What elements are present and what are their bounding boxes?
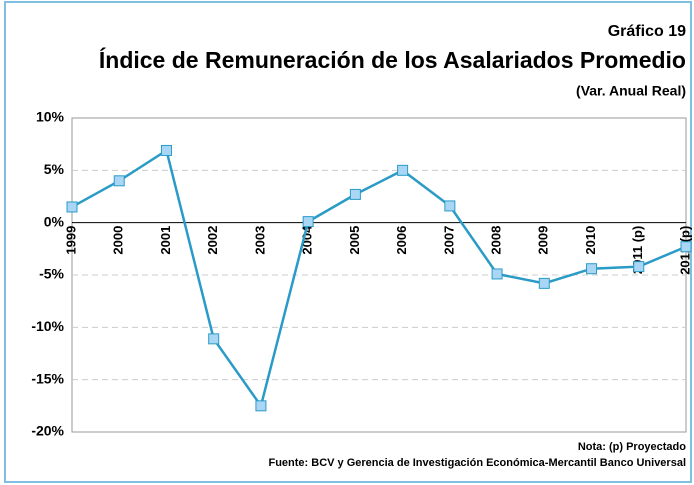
chart-subtitle: (Var. Anual Real) <box>576 83 686 99</box>
line <box>71 148 687 409</box>
x-tick-label: 2002 <box>205 226 220 255</box>
x-tick-label: 2010 <box>583 226 598 255</box>
y-tick-label: -15% <box>31 370 64 386</box>
note: Nota: (p) Proyectado <box>578 441 686 453</box>
marker <box>397 164 409 176</box>
y-tick-label: 10% <box>36 109 65 125</box>
chart-title: Índice de Remuneración de los Asalariado… <box>99 46 686 73</box>
marker <box>302 216 314 228</box>
x-tick-label: 2009 <box>536 226 551 255</box>
y-tick-label: -5% <box>39 266 64 282</box>
x-tick-label: 2004 <box>300 225 315 255</box>
marker <box>113 175 125 187</box>
y-tick-label: -10% <box>31 318 64 334</box>
x-tick-label: 2005 <box>347 226 362 255</box>
marker <box>66 201 78 213</box>
x-tick-label: 2003 <box>252 226 267 255</box>
marker <box>586 263 598 275</box>
marker <box>255 400 267 412</box>
y-tick-label: -20% <box>31 423 64 439</box>
x-tick-label: 2008 <box>489 226 504 255</box>
x-tick-label: 1999 <box>63 226 78 255</box>
x-tick-label: 2001 <box>158 226 173 255</box>
marker <box>160 144 172 156</box>
y-tick-label: 5% <box>44 161 65 177</box>
chart-label: Gráfico 19 <box>608 23 686 40</box>
marker <box>491 268 503 280</box>
marker <box>680 241 692 253</box>
marker <box>633 261 645 273</box>
x-tick-label: 2000 <box>111 226 126 255</box>
marker <box>208 333 220 345</box>
source: Fuente: BCV y Gerencia de Investigación … <box>268 457 686 469</box>
marker <box>444 200 456 212</box>
marker <box>349 188 361 200</box>
marker <box>538 277 550 289</box>
y-tick-label: 0% <box>44 213 65 229</box>
x-tick-label: 2006 <box>394 226 409 255</box>
frame <box>4 1 692 483</box>
x-tick-label: 2007 <box>441 226 456 255</box>
